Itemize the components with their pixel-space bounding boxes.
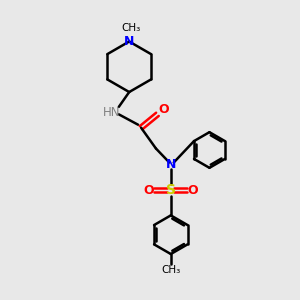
Text: CH₃: CH₃ <box>121 23 140 33</box>
Text: N: N <box>166 158 176 171</box>
Text: O: O <box>143 184 154 196</box>
Text: O: O <box>158 103 169 116</box>
Text: HN: HN <box>103 106 120 119</box>
Text: N: N <box>124 35 134 48</box>
Text: O: O <box>188 184 198 196</box>
Text: CH₃: CH₃ <box>161 266 180 275</box>
Text: S: S <box>166 183 176 197</box>
